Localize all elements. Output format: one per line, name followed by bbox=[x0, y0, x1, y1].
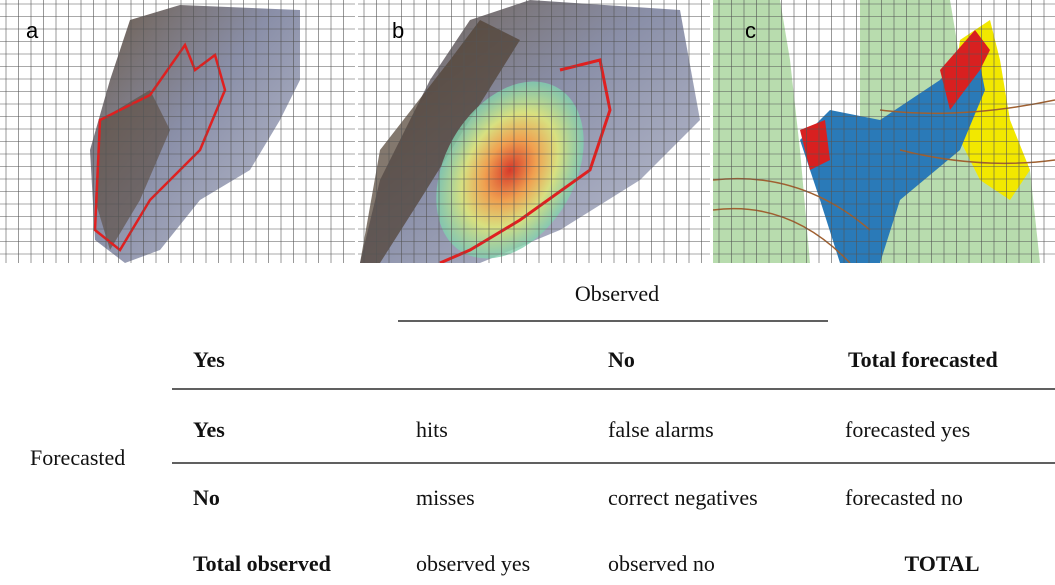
col-header: Yes bbox=[193, 347, 225, 372]
forecasted-label: Forecasted bbox=[30, 445, 125, 470]
panel-c: c bbox=[713, 0, 1055, 263]
panel-a: a bbox=[0, 0, 355, 263]
cell: Total observed bbox=[193, 551, 331, 576]
cell: observed no bbox=[608, 551, 715, 576]
cell: hits bbox=[416, 417, 448, 442]
cell: Yes bbox=[193, 417, 225, 442]
cell: observed yes bbox=[416, 551, 530, 576]
cell: misses bbox=[416, 485, 475, 510]
cell: TOTAL bbox=[905, 551, 980, 576]
panel-label: a bbox=[26, 18, 39, 43]
cell: correct negatives bbox=[608, 485, 758, 510]
cell: No bbox=[193, 485, 220, 510]
col-header: Total forecasted bbox=[848, 347, 998, 372]
cell: forecasted no bbox=[845, 485, 963, 510]
observed-label: Observed bbox=[575, 281, 659, 306]
cell: forecasted yes bbox=[845, 417, 970, 442]
col-header: No bbox=[608, 347, 635, 372]
cell: false alarms bbox=[608, 417, 714, 442]
panel-b: b bbox=[358, 0, 710, 263]
panel-label: b bbox=[392, 18, 404, 43]
panel-label: c bbox=[745, 18, 756, 43]
